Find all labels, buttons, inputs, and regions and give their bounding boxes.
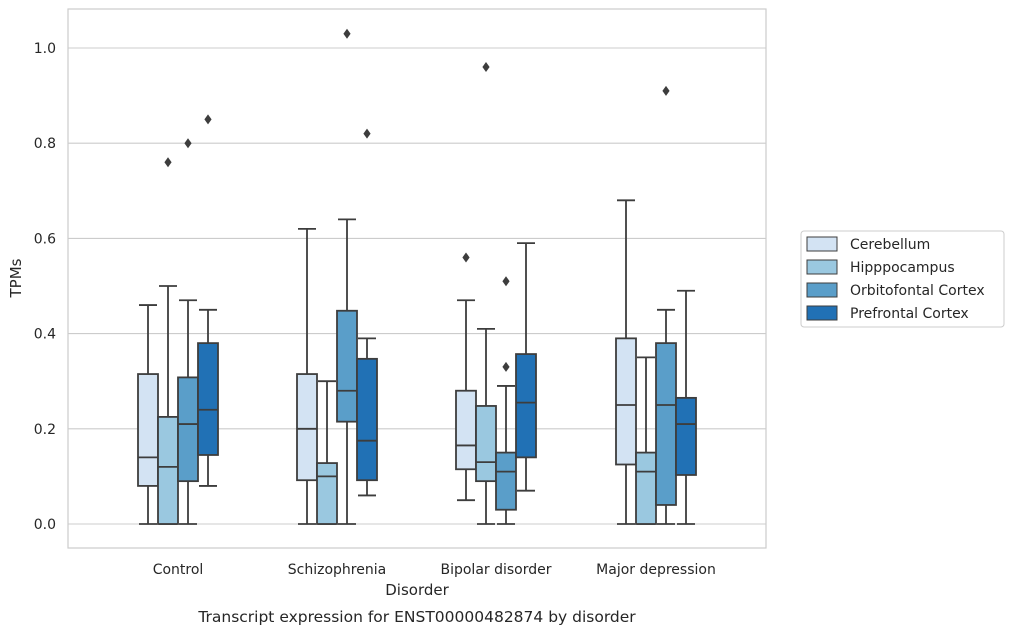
box-body — [296, 373, 318, 482]
box-body — [137, 373, 159, 487]
y-tick-label: 0.4 — [34, 327, 56, 343]
outlier-point — [204, 114, 212, 125]
legend-label: Orbitofontal Cortex — [850, 283, 985, 299]
y-tick-label: 0.0 — [34, 517, 56, 533]
outlier-point — [363, 128, 371, 139]
box-body — [455, 389, 477, 471]
outlier-point — [184, 138, 192, 149]
box-body — [495, 451, 517, 511]
outlier-point — [462, 252, 470, 263]
x-axis-label: Disorder — [385, 581, 449, 599]
box-hipppocampus — [475, 62, 497, 525]
y-axis-label: TPMs — [7, 258, 25, 298]
outlier-point — [343, 28, 351, 39]
legend-label: Hipppocampus — [850, 260, 955, 276]
x-tick-label: Control — [153, 562, 204, 578]
box-orbitofontal-cortex — [655, 85, 677, 525]
y-tick-label: 0.2 — [34, 422, 56, 438]
legend-frame — [800, 230, 1005, 328]
box-cerebellum — [615, 199, 637, 525]
y-tick-label: 0.6 — [34, 231, 56, 247]
x-tick-label: Bipolar disorder — [440, 562, 551, 578]
legend-swatch — [806, 236, 838, 252]
box-body — [356, 357, 378, 482]
legend-label: Cerebellum — [850, 237, 930, 253]
chart-caption: Transcript expression for ENST0000048287… — [197, 608, 636, 626]
box-cerebellum — [137, 304, 159, 525]
outlier-point — [164, 157, 172, 168]
y-tick-label: 0.8 — [34, 136, 56, 152]
outlier-point — [502, 361, 510, 372]
legend: Cerebellum Hipppocampus Orbitofontal Corte… — [800, 230, 1005, 328]
box-body — [177, 376, 199, 483]
outlier-point — [662, 85, 670, 96]
outlier-point — [482, 62, 490, 73]
box-plots — [137, 28, 697, 525]
x-tick-label: Schizophrenia — [288, 562, 386, 578]
x-tick-label: Major depression — [596, 562, 716, 578]
plot-area-frame — [67, 8, 767, 549]
box-hipppocampus — [157, 157, 179, 525]
box-hipppocampus — [316, 380, 338, 525]
box-prefrontal-cortex — [515, 242, 537, 492]
box-cerebellum — [455, 252, 477, 502]
box-body — [655, 342, 677, 506]
box-body — [475, 405, 497, 483]
box-cerebellum — [296, 227, 318, 525]
box-body — [336, 309, 358, 423]
y-tick-label: 1.0 — [34, 41, 56, 57]
box-body — [515, 353, 537, 459]
box-orbitofontal-cortex — [336, 28, 358, 525]
box-body — [197, 342, 219, 456]
box-orbitofontal-cortex — [495, 276, 517, 525]
legend-label: Prefrontal Cortex — [850, 306, 969, 322]
legend-swatch — [806, 305, 838, 321]
box-orbitofontal-cortex — [177, 138, 199, 525]
legend-swatch — [806, 259, 838, 275]
box-prefrontal-cortex — [675, 289, 697, 525]
box-hipppocampus — [635, 356, 657, 525]
y-tick-labels: 0.0 0.2 0.4 0.6 0.8 1.0 — [34, 41, 56, 533]
x-tick-labels: Control Schizophrenia Bipolar disorder Majo… — [153, 562, 716, 578]
box-body — [316, 462, 338, 525]
box-prefrontal-cortex — [197, 114, 219, 487]
box-body — [615, 337, 637, 466]
box-body — [635, 451, 657, 525]
outlier-point — [502, 276, 510, 287]
legend-swatch — [806, 282, 838, 298]
box-body — [675, 396, 697, 476]
box-prefrontal-cortex — [356, 128, 378, 497]
box-body — [157, 415, 179, 525]
